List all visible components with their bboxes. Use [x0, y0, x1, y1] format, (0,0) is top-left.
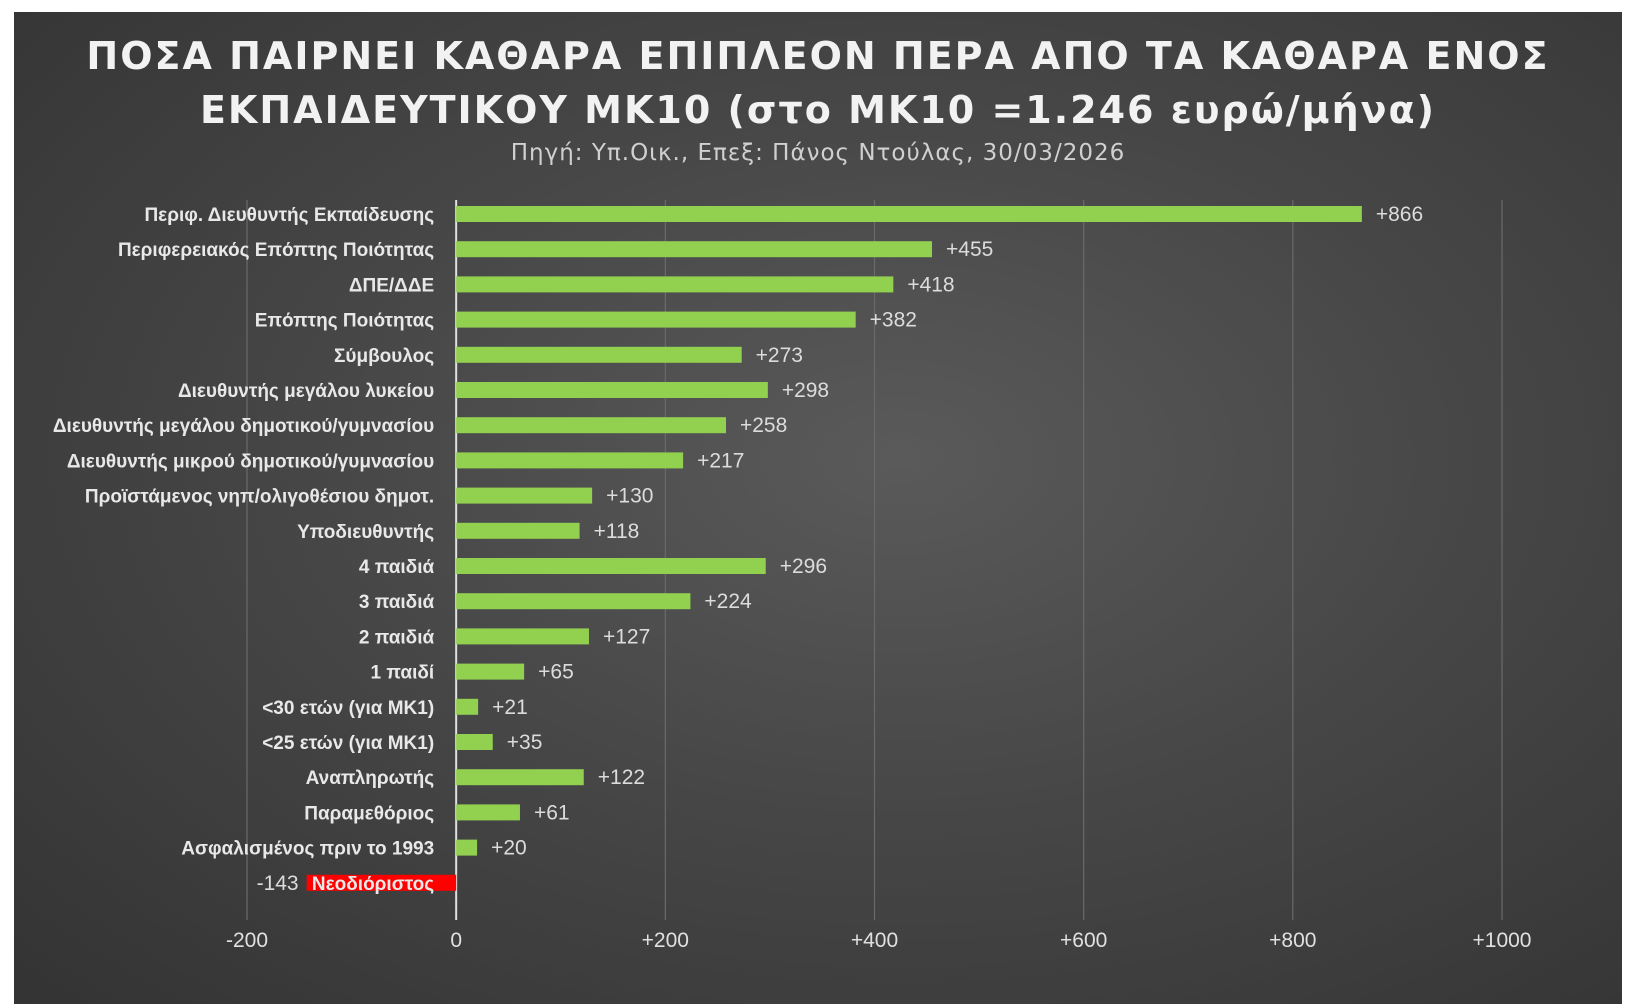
bar — [456, 452, 684, 469]
bar-chart: -200 0 +200 +400 +600 +800 +1000 +866 Περιφ. Διε… — [53, 200, 1532, 952]
category-label: ΔΠΕ/ΔΔΕ — [349, 275, 434, 296]
category-label: 2 παιδιά — [359, 627, 435, 648]
bar — [456, 839, 478, 856]
category-label: Διευθυντής μικρού δημοτικού/γυμνασίου — [67, 451, 434, 472]
bar — [456, 734, 493, 750]
category-label: Σύμβουλος — [334, 346, 434, 367]
data-label: +296 — [780, 555, 827, 578]
x-tick-label: +200 — [642, 929, 689, 952]
x-tick-label: +400 — [851, 929, 898, 952]
data-label: +258 — [740, 414, 787, 437]
bar — [456, 276, 894, 293]
chart-title-line-2: ΕΚΠΑΙΔΕΥΤΙΚΟΥ ΜΚ10 (στο ΜΚ10 =1.246 ευρώ… — [199, 88, 1437, 132]
category-label: <30 ετών (για ΜΚ1) — [262, 698, 434, 719]
data-label: +866 — [1376, 203, 1423, 226]
category-label: Περιφ. Διευθυντής Εκπαίδευσης — [144, 205, 434, 226]
data-label: +273 — [756, 344, 803, 367]
data-label: +298 — [782, 379, 829, 402]
x-tick-label: +800 — [1269, 929, 1316, 952]
bar — [456, 206, 1362, 222]
data-label: +382 — [870, 309, 917, 332]
category-label: Νεοδιόριστος — [312, 874, 434, 895]
category-label: Ασφαλισμένος πριν το 1993 — [181, 839, 434, 860]
bar — [456, 558, 766, 574]
data-label: +130 — [606, 485, 653, 508]
category-label: Περιφερειακός Επόπτης Ποιότητας — [118, 240, 434, 261]
category-label: Επόπτης Ποιότητας — [255, 311, 434, 332]
x-tick-label: -200 — [226, 929, 268, 952]
data-label: +418 — [907, 273, 954, 296]
data-label: +217 — [697, 449, 744, 472]
bar — [456, 417, 726, 434]
data-label: +20 — [491, 837, 527, 860]
category-label: Αναπληρωτής — [306, 768, 435, 789]
category-label: Υποδιευθυντής — [297, 522, 434, 543]
bar — [456, 346, 742, 363]
data-label: +65 — [538, 661, 574, 684]
data-label: +455 — [946, 238, 993, 261]
category-label: Παραμεθόριος — [304, 803, 434, 824]
bar — [456, 593, 691, 610]
category-label: 1 παιδί — [371, 663, 435, 684]
bar — [456, 628, 589, 645]
category-label: 3 παιδιά — [359, 592, 435, 613]
category-label: <25 ετών (για ΜΚ1) — [262, 733, 434, 754]
bar — [456, 804, 520, 821]
chart-title-line-1: ΠΟΣΑ ΠΑΙΡΝΕΙ ΚΑΘΑΡΑ ΕΠΙΠΛΕΟΝ ΠΕΡΑ ΑΠΟ ΤΑ… — [86, 34, 1550, 78]
data-label: +35 — [507, 731, 543, 754]
category-label: Διευθυντής μεγάλου δημοτικού/γυμνασίου — [53, 416, 434, 437]
bar — [456, 698, 479, 715]
data-label: +118 — [594, 520, 640, 543]
data-label: +122 — [598, 766, 645, 789]
bar — [306, 874, 457, 891]
bar — [456, 663, 525, 680]
x-tick-label: 0 — [450, 929, 462, 952]
bar — [456, 382, 768, 398]
category-label: Διευθυντής μεγάλου λυκείου — [178, 381, 434, 402]
chart-subtitle: Πηγή: Υπ.Οικ., Επεξ: Πάνος Ντούλας, 30/0… — [510, 140, 1126, 166]
bar — [456, 769, 584, 786]
data-label: +21 — [492, 696, 528, 719]
data-label: +224 — [704, 590, 752, 613]
bar — [456, 487, 593, 504]
chart-frame: ΠΟΣΑ ΠΑΙΡΝΕΙ ΚΑΘΑΡΑ ΕΠΙΠΛΕΟΝ ΠΕΡΑ ΑΠΟ ΤΑ… — [14, 12, 1622, 1004]
category-label: 4 παιδιά — [359, 557, 435, 578]
data-label: +127 — [603, 625, 650, 648]
category-label: Προϊστάμενος νηπ/ολιγοθέσιου δημοτ. — [85, 487, 434, 508]
bar — [456, 241, 933, 258]
x-tick-label: +600 — [1060, 929, 1107, 952]
bar — [456, 522, 580, 539]
data-label: +61 — [534, 801, 570, 824]
x-tick-label: +1000 — [1473, 929, 1532, 952]
data-label: -143 — [257, 872, 299, 895]
bar — [456, 311, 856, 328]
